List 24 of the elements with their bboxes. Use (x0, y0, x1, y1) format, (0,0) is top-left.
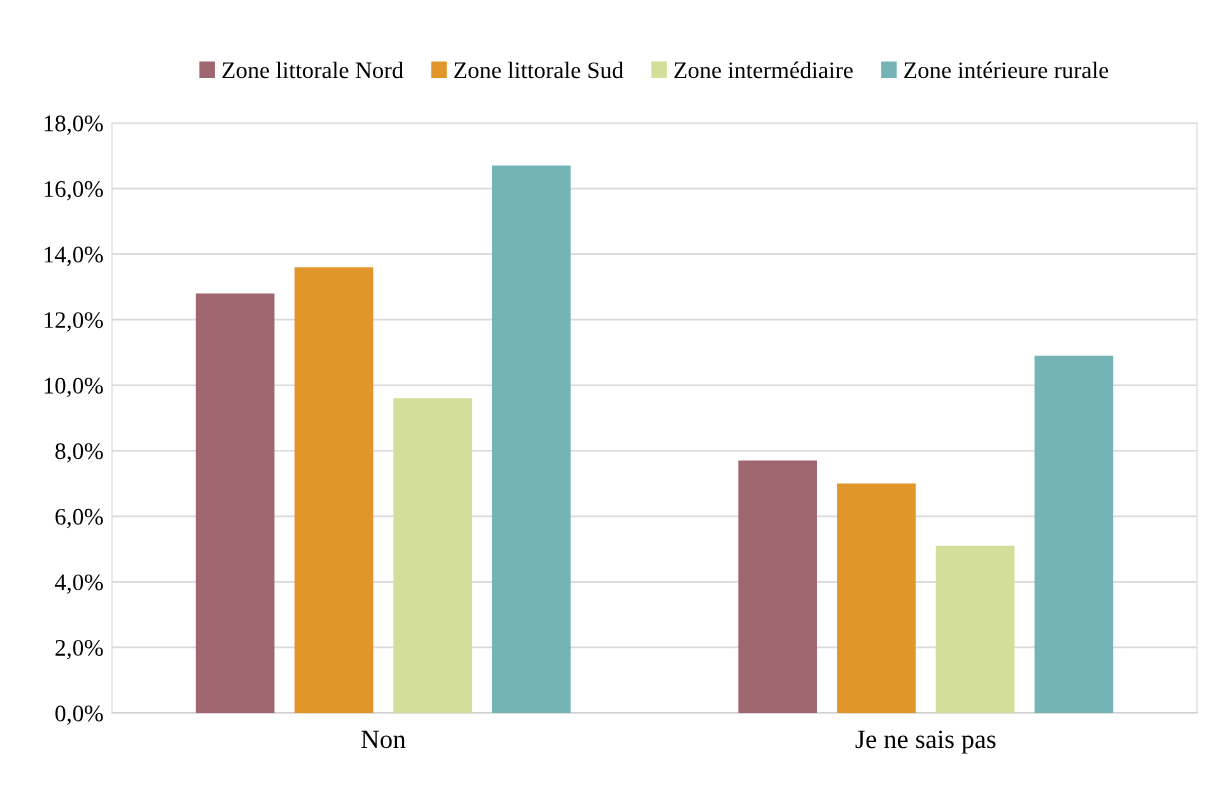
y-tick-label: 8,0% (55, 443, 103, 463)
y-tick-label: 10,0% (44, 377, 103, 398)
bar (837, 483, 916, 713)
bar (935, 545, 1015, 713)
bar (195, 293, 275, 713)
y-tick-label: 6,0% (55, 508, 103, 529)
y-tick-label: 14,0% (44, 246, 103, 266)
x-tick-label: Je ne sais pas (855, 730, 996, 754)
bar (393, 398, 472, 713)
bar (492, 165, 571, 713)
bar (738, 460, 817, 713)
legend-label: Zone intermédiaire (674, 61, 853, 79)
y-tick-label: 18,0% (44, 115, 103, 135)
bar (1034, 355, 1114, 713)
legend-label: Zone littorale Nord (222, 61, 404, 79)
legend-label: Zone intérieure rurale (904, 61, 1109, 79)
y-tick-label: 0,0% (55, 705, 103, 725)
y-tick-label: 16,0% (44, 181, 103, 201)
x-tick-label: Non (361, 730, 406, 749)
bar (294, 267, 374, 713)
y-tick-label: 4,0% (54, 574, 103, 594)
y-tick-label: 12,0% (44, 312, 103, 332)
y-tick-label: 2,0% (55, 639, 103, 660)
legend-label: Zone littorale Sud (454, 61, 624, 79)
